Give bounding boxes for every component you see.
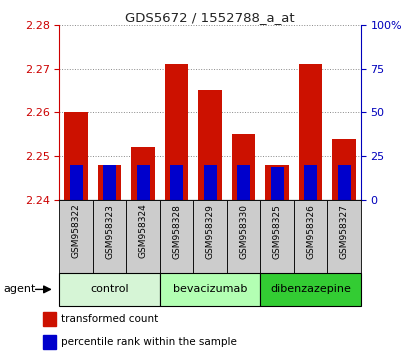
Bar	[59, 273, 160, 306]
Bar	[193, 200, 226, 273]
Bar	[226, 200, 260, 273]
Text: GSM958329: GSM958329	[205, 204, 214, 258]
Bar	[59, 200, 93, 273]
Text: transformed count: transformed count	[61, 314, 158, 324]
Bar	[260, 273, 360, 306]
Bar	[136, 165, 149, 200]
Bar	[198, 91, 221, 200]
Bar	[170, 165, 183, 200]
Text: GSM958327: GSM958327	[339, 204, 348, 258]
Text: GSM958324: GSM958324	[138, 204, 147, 258]
Bar	[293, 200, 326, 273]
Bar	[236, 165, 249, 200]
Bar	[337, 165, 350, 200]
Text: agent: agent	[3, 284, 35, 295]
Bar	[126, 200, 160, 273]
Text: control: control	[90, 284, 129, 295]
Bar	[326, 200, 360, 273]
Text: GSM958326: GSM958326	[306, 204, 314, 258]
Text: GSM958323: GSM958323	[105, 204, 114, 258]
Bar	[64, 112, 88, 200]
Bar	[43, 312, 55, 326]
Bar	[260, 200, 293, 273]
Text: bevacizumab: bevacizumab	[173, 284, 247, 295]
Text: GSM958328: GSM958328	[172, 204, 181, 258]
Text: GSM958325: GSM958325	[272, 204, 281, 258]
Title: GDS5672 / 1552788_a_at: GDS5672 / 1552788_a_at	[125, 11, 294, 24]
Bar	[160, 273, 260, 306]
Bar	[103, 165, 116, 200]
Bar	[70, 165, 83, 200]
Bar	[298, 64, 321, 200]
Bar	[265, 165, 288, 200]
Bar	[332, 139, 355, 200]
Bar	[303, 165, 316, 200]
Bar	[231, 134, 255, 200]
Bar	[98, 165, 121, 200]
Bar	[160, 200, 193, 273]
Bar	[164, 64, 188, 200]
Text: GSM958322: GSM958322	[72, 204, 81, 258]
Bar	[270, 167, 283, 200]
Bar	[93, 200, 126, 273]
Text: dibenzazepine: dibenzazepine	[270, 284, 350, 295]
Bar	[43, 335, 55, 349]
Text: percentile rank within the sample: percentile rank within the sample	[61, 337, 236, 347]
Bar	[203, 165, 216, 200]
Bar	[131, 147, 155, 200]
Text: GSM958330: GSM958330	[238, 204, 247, 259]
